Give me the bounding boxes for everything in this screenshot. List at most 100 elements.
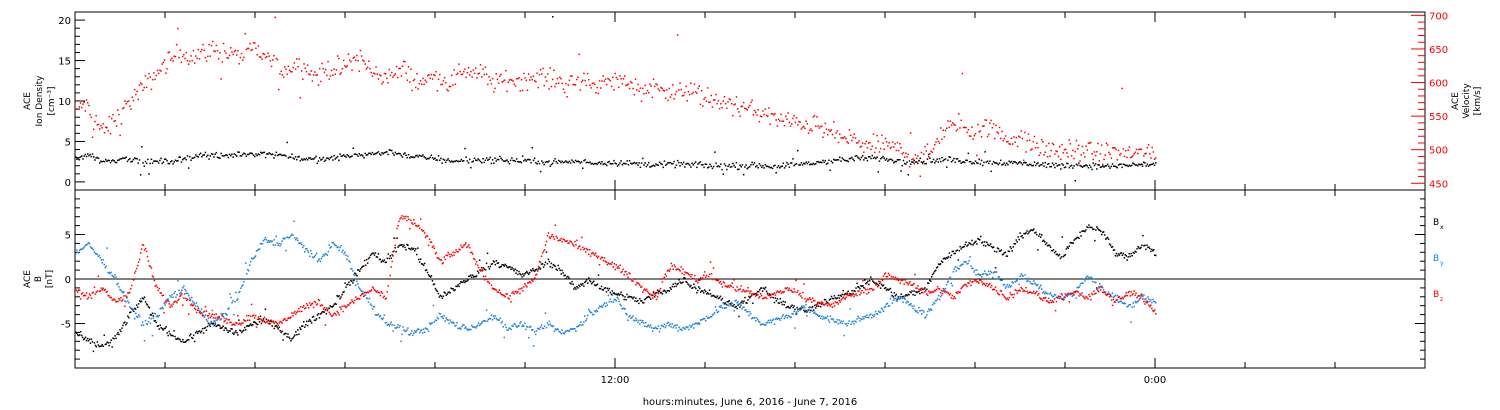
data-point bbox=[759, 293, 762, 295]
data-point bbox=[162, 61, 165, 64]
data-point bbox=[111, 346, 113, 348]
data-point bbox=[103, 334, 105, 336]
data-point bbox=[947, 159, 949, 161]
data-point bbox=[286, 336, 288, 338]
data-point bbox=[952, 271, 955, 273]
data-point bbox=[527, 282, 529, 284]
data-point bbox=[618, 86, 620, 89]
data-point bbox=[493, 317, 496, 319]
data-point bbox=[356, 275, 358, 277]
data-point bbox=[607, 294, 610, 297]
data-point bbox=[320, 257, 323, 260]
data-point bbox=[366, 262, 369, 264]
data-point bbox=[282, 154, 285, 156]
data-point bbox=[828, 129, 830, 131]
data-point bbox=[170, 334, 172, 337]
data-point bbox=[826, 301, 829, 304]
data-point bbox=[515, 78, 518, 80]
data-point bbox=[873, 151, 876, 154]
data-point bbox=[787, 315, 789, 317]
data-point bbox=[661, 325, 664, 327]
data-point bbox=[300, 328, 302, 330]
data-point bbox=[365, 297, 368, 299]
data-point bbox=[804, 163, 806, 165]
data-point bbox=[755, 166, 757, 168]
data-point bbox=[348, 304, 350, 306]
data-point bbox=[780, 317, 783, 319]
data-point bbox=[1117, 301, 1120, 304]
data-point bbox=[182, 287, 184, 289]
data-point bbox=[1027, 133, 1030, 135]
data-point bbox=[906, 156, 908, 158]
data-point bbox=[101, 343, 103, 346]
data-point bbox=[755, 293, 757, 295]
data-point bbox=[569, 282, 571, 284]
data-point bbox=[423, 331, 426, 333]
data-point bbox=[825, 303, 828, 305]
data-point bbox=[861, 142, 864, 144]
data-point bbox=[585, 161, 588, 164]
data-point bbox=[594, 83, 596, 86]
data-point bbox=[870, 276, 872, 278]
data-point bbox=[394, 244, 396, 247]
data-point bbox=[860, 318, 862, 320]
data-point bbox=[357, 155, 359, 157]
data-point bbox=[308, 157, 310, 159]
data-point bbox=[739, 164, 741, 166]
data-point bbox=[118, 297, 120, 300]
data-point bbox=[338, 295, 340, 297]
data-point bbox=[619, 264, 621, 266]
data-point bbox=[739, 303, 741, 305]
data-point bbox=[781, 165, 783, 167]
data-point bbox=[126, 322, 128, 324]
data-point bbox=[744, 296, 746, 299]
data-point bbox=[585, 280, 587, 283]
data-point bbox=[215, 151, 218, 154]
data-point bbox=[614, 72, 616, 75]
data-point bbox=[650, 327, 653, 329]
data-point bbox=[691, 325, 693, 327]
data-point bbox=[1113, 295, 1116, 298]
data-point bbox=[255, 153, 257, 155]
data-point bbox=[292, 337, 294, 339]
data-point bbox=[81, 155, 83, 157]
data-point bbox=[566, 275, 568, 278]
data-point bbox=[785, 165, 787, 167]
data-point bbox=[865, 316, 867, 318]
data-point bbox=[90, 297, 93, 299]
data-point bbox=[978, 238, 980, 241]
data-point bbox=[845, 160, 847, 162]
data-point bbox=[460, 158, 463, 161]
data-point bbox=[1092, 158, 1094, 161]
data-point bbox=[957, 259, 959, 261]
data-point bbox=[299, 310, 301, 313]
data-point bbox=[510, 328, 512, 331]
data-point bbox=[899, 143, 901, 145]
data-point bbox=[693, 162, 696, 165]
data-point bbox=[547, 258, 550, 261]
data-point bbox=[711, 295, 714, 297]
data-point bbox=[963, 260, 965, 263]
data-point bbox=[658, 89, 661, 92]
data-point bbox=[303, 63, 305, 65]
data-point bbox=[293, 312, 295, 314]
data-point bbox=[378, 74, 381, 76]
data-point bbox=[342, 291, 344, 294]
data-point bbox=[737, 301, 739, 303]
data-point bbox=[243, 319, 245, 321]
data-point bbox=[534, 274, 537, 276]
data-point bbox=[555, 235, 557, 238]
data-point bbox=[341, 251, 343, 253]
data-point bbox=[201, 156, 203, 158]
data-point bbox=[377, 313, 380, 316]
data-point bbox=[539, 268, 542, 270]
data-point bbox=[937, 294, 940, 297]
data-point bbox=[1067, 156, 1069, 158]
data-point bbox=[944, 258, 947, 260]
data-point bbox=[532, 159, 535, 162]
data-point bbox=[1008, 143, 1010, 145]
data-point bbox=[312, 256, 315, 259]
data-point bbox=[1103, 158, 1105, 161]
data-point bbox=[946, 166, 948, 168]
data-point bbox=[446, 319, 448, 321]
